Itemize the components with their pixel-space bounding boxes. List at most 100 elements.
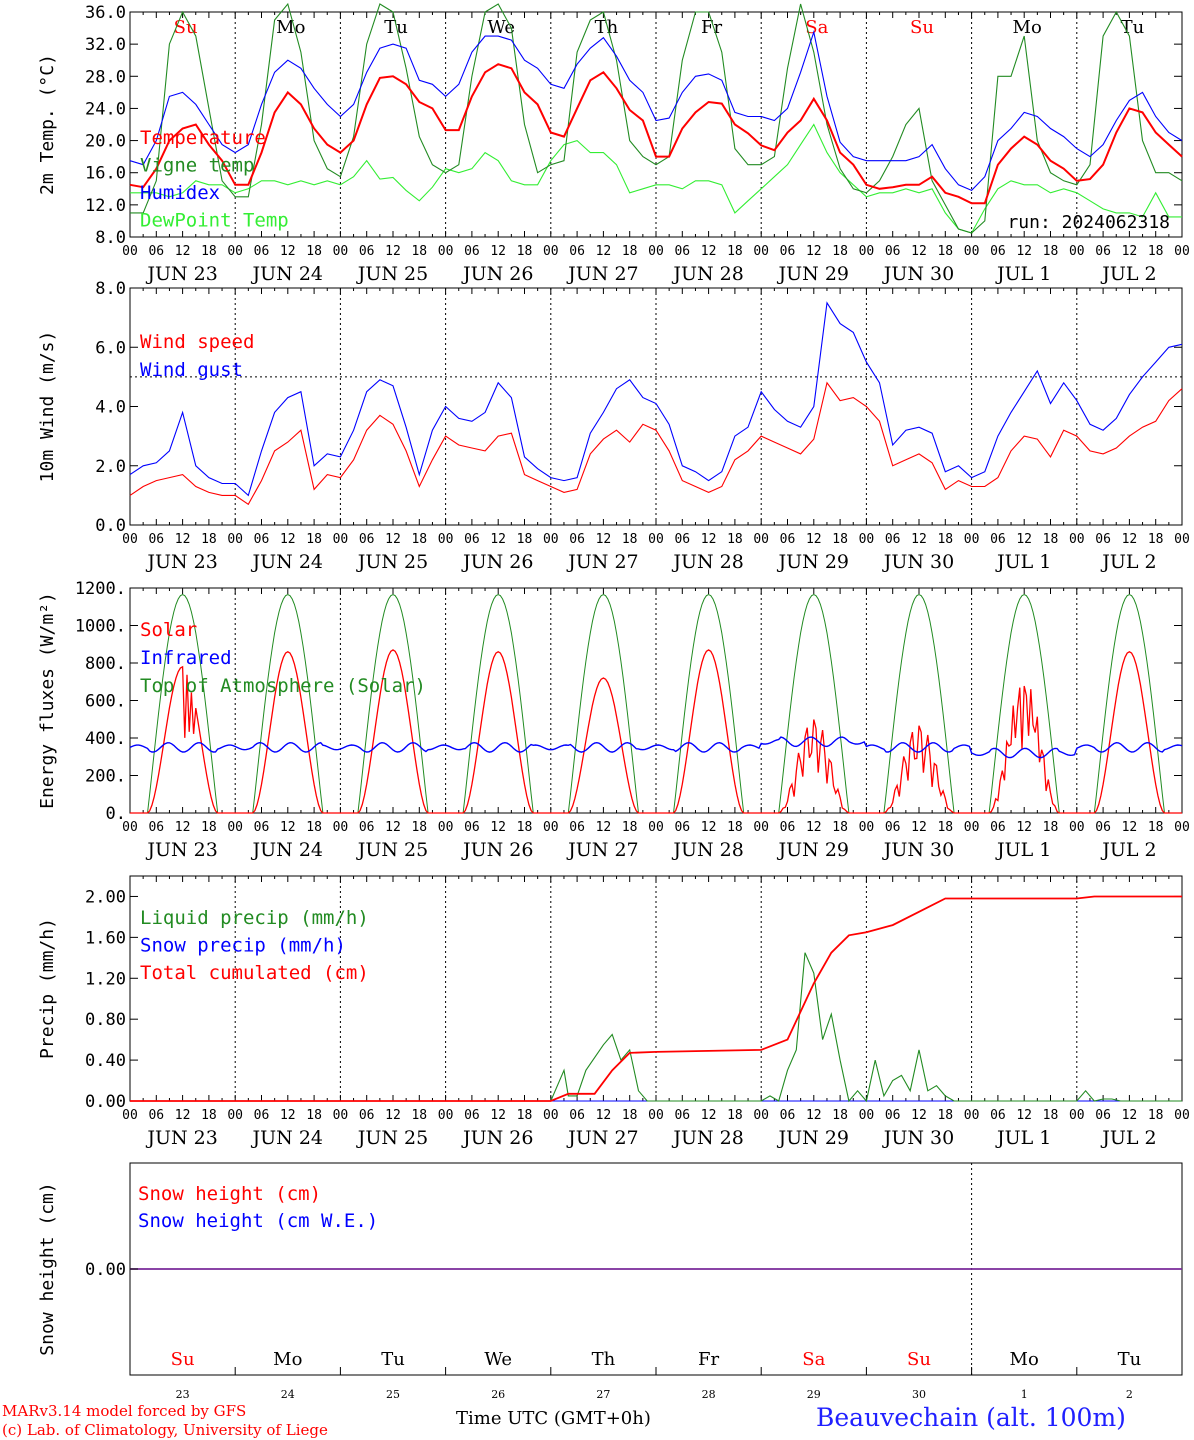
day-date-label: JUL 2 [1100,263,1156,285]
day-date-label: JUN 26 [461,1127,533,1149]
hour-tick-label: 00 [859,820,875,835]
hour-tick-label: 06 [990,244,1006,259]
y-tick-label: 12.0 [85,196,126,216]
hour-tick-label: 00 [438,244,454,259]
day-date-label: JUN 24 [251,839,323,861]
hour-tick-label: 00 [543,820,559,835]
weekday-label: Su [910,17,934,38]
day-date-label: JUL 1 [995,839,1051,861]
hour-tick-label: 18 [411,1108,427,1123]
hour-tick-label: 18 [517,532,533,547]
hour-tick-label: 18 [1043,244,1059,259]
hour-tick-label: 06 [780,1108,796,1123]
hour-tick-label: 12 [806,532,822,547]
day-number-label: 24 [281,1388,295,1401]
hour-tick-label: 12 [175,532,191,547]
hour-tick-label: 18 [832,244,848,259]
hour-tick-label: 18 [306,820,322,835]
hour-tick-label: 12 [806,820,822,835]
hour-tick-label: 12 [280,532,296,547]
series-temperature [129,63,1183,205]
day-date-label: JUN 24 [251,1127,323,1149]
hour-tick-label: 06 [780,532,796,547]
hour-tick-label: 18 [622,244,638,259]
day-number-label: 2 [1126,1388,1133,1401]
legend-entry: DewPoint Temp [140,210,289,232]
weekday-label: Fr [698,1349,719,1370]
weekday-label: Mo [1010,1349,1039,1370]
hour-tick-label: 18 [306,244,322,259]
y-tick-label: 0.40 [85,1051,126,1071]
hour-tick-label: 00 [543,1108,559,1123]
hour-tick-label: 12 [490,244,506,259]
legend-entry: Wind gust [140,359,243,381]
hour-tick-label: 18 [517,244,533,259]
hour-tick-label: 18 [1043,820,1059,835]
hour-tick-label: 12 [1122,244,1138,259]
station-label: Beauvechain (alt. 100m) [816,1403,1126,1432]
legend-entry: Humidex [140,182,220,204]
credit-line-2: (c) Lab. of Climatology, University of L… [2,1421,328,1439]
hour-tick-label: 06 [359,820,375,835]
hour-tick-label: 00 [859,1108,875,1123]
day-date-label: JUN 27 [566,1127,638,1149]
y-tick-label: 2.0 [95,457,126,477]
hour-tick-label: 06 [885,244,901,259]
weekday-label: Th [595,17,619,38]
hour-tick-label: 12 [1016,1108,1032,1123]
hour-tick-label: 12 [1016,532,1032,547]
legend-entry: Snow height (cm W.E.) [138,1210,378,1232]
day-date-label: JUN 26 [461,839,533,861]
weekday-label: Fr [701,17,722,38]
day-date-label: JUN 23 [145,839,217,861]
time-axis-label: Time UTC (GMT+0h) [456,1408,651,1429]
hour-tick-label: 12 [490,820,506,835]
weekday-label: Mo [273,1349,302,1370]
legend-entry: Temperature [140,127,266,149]
hour-tick-label: 12 [911,244,927,259]
legend-entry: Vigne temp [140,155,254,177]
legend-entry: Wind speed [140,331,254,353]
y-tick-label: 32.0 [85,35,126,55]
hour-tick-label: 06 [359,1108,375,1123]
hour-tick-label: 18 [306,532,322,547]
day-date-label: JUN 27 [566,551,638,573]
hour-tick-label: 12 [701,244,717,259]
hour-tick-label: 06 [254,532,270,547]
y-tick-label: 1200. [75,579,126,599]
hour-tick-label: 06 [1095,1108,1111,1123]
hour-tick-label: 12 [1122,1108,1138,1123]
y-tick-label: 1000. [75,617,126,637]
y-axis-label: Precip (mm/h) [37,918,58,1059]
y-axis-label: 10m Wind (m/s) [37,331,58,483]
day-date-label: JUL 2 [1100,1127,1156,1149]
series-total-cumulated-cm- [130,895,1182,1102]
day-number-label: 29 [807,1388,821,1401]
hour-tick-label: 18 [622,1108,638,1123]
day-date-label: JUN 25 [356,839,428,861]
legend-entry: Total cumulated (cm) [140,962,369,984]
hour-tick-label: 12 [596,244,612,259]
weekday-label: Tu [384,17,408,38]
hour-tick-label: 18 [306,1108,322,1123]
y-tick-label: 8.0 [95,228,126,248]
hour-tick-label: 00 [333,532,349,547]
hour-tick-label: 12 [175,820,191,835]
y-tick-label: 24.0 [85,99,126,119]
hour-tick-label: 06 [569,532,585,547]
day-date-label: JUL 2 [1100,839,1156,861]
hour-tick-label: 00 [122,244,138,259]
y-tick-label: 4.0 [95,398,126,418]
hour-tick-label: 00 [1069,244,1085,259]
hour-tick-label: 00 [753,1108,769,1123]
hour-tick-label: 18 [727,820,743,835]
y-tick-label: 200. [85,767,126,787]
day-date-label: JUL 1 [995,263,1051,285]
hour-tick-label: 06 [569,1108,585,1123]
hour-tick-label: 18 [937,820,953,835]
hour-tick-label: 18 [727,244,743,259]
y-tick-label: 0.00 [85,1092,126,1112]
y-axis-label: Energy fluxes (W/m²) [37,592,58,809]
weekday-label: Sa [802,1349,825,1370]
weekday-label: Tu [1121,17,1145,38]
